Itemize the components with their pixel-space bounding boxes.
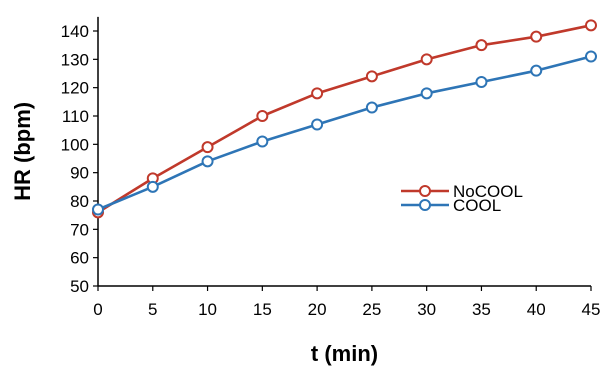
y-tick-label: 100 xyxy=(61,135,89,154)
legend-label-cool: COOL xyxy=(453,196,501,215)
y-tick-label: 60 xyxy=(70,249,89,268)
data-point-nocool xyxy=(530,30,543,43)
series-line-cool xyxy=(97,55,592,211)
data-point-cool xyxy=(475,76,488,88)
data-point-nocool xyxy=(365,70,378,83)
data-point-cool xyxy=(585,50,597,63)
data-point-cool xyxy=(256,135,269,148)
x-tick-label: 10 xyxy=(198,300,217,319)
series-line-nocool xyxy=(97,24,592,214)
data-point-cool xyxy=(420,87,433,100)
data-point-cool xyxy=(201,155,214,168)
legend-swatch-marker xyxy=(419,185,431,197)
data-point-nocool xyxy=(201,141,214,154)
data-point-nocool xyxy=(311,87,324,100)
y-tick-label: 90 xyxy=(70,164,89,183)
y-tick-label: 140 xyxy=(61,22,89,41)
data-point-cool xyxy=(311,118,324,131)
data-point-nocool xyxy=(475,39,488,52)
legend-item-nocool: NoCOOL xyxy=(401,182,523,201)
x-tick-label: 30 xyxy=(417,300,436,319)
legend-swatch-marker xyxy=(419,199,431,211)
data-point-cool xyxy=(92,203,104,216)
x-axis-title: t (min) xyxy=(311,341,378,366)
data-point-nocool xyxy=(585,19,597,32)
x-tick-label: 40 xyxy=(527,300,546,319)
data-point-cool xyxy=(530,64,543,77)
x-tick-label: 20 xyxy=(308,300,327,319)
legend-item-cool: COOL xyxy=(401,196,501,215)
axes xyxy=(97,16,591,287)
y-tick-label: 70 xyxy=(70,220,89,239)
y-tick-label: 50 xyxy=(70,277,89,296)
data-point-nocool xyxy=(420,53,433,66)
x-tick-label: 5 xyxy=(148,300,157,319)
data-point-cool xyxy=(365,101,378,114)
x-tick-label: 0 xyxy=(93,300,102,319)
data-point-nocool xyxy=(256,110,269,122)
y-tick-label: 110 xyxy=(62,107,89,126)
x-tick-label: 35 xyxy=(472,300,491,319)
y-axis-title: HR (bpm) xyxy=(10,102,35,201)
x-tick-label: 45 xyxy=(582,300,601,319)
y-tick-label: 120 xyxy=(61,79,89,98)
y-tick-label: 80 xyxy=(70,192,89,211)
series-cool xyxy=(92,50,597,216)
data-point-cool xyxy=(146,180,159,193)
series-layer xyxy=(92,19,597,219)
x-tick-label: 15 xyxy=(253,300,272,319)
y-tick-label: 130 xyxy=(61,50,89,69)
x-axis-ticks: 0 5 10 15 20 25 30 35 40 45 xyxy=(93,286,600,319)
legend-label-nocool: NoCOOL xyxy=(453,182,523,201)
x-tick-label: 25 xyxy=(362,300,381,319)
y-axis-ticks: 50 60 70 80 90 100 110 120 130 140 xyxy=(61,22,98,296)
